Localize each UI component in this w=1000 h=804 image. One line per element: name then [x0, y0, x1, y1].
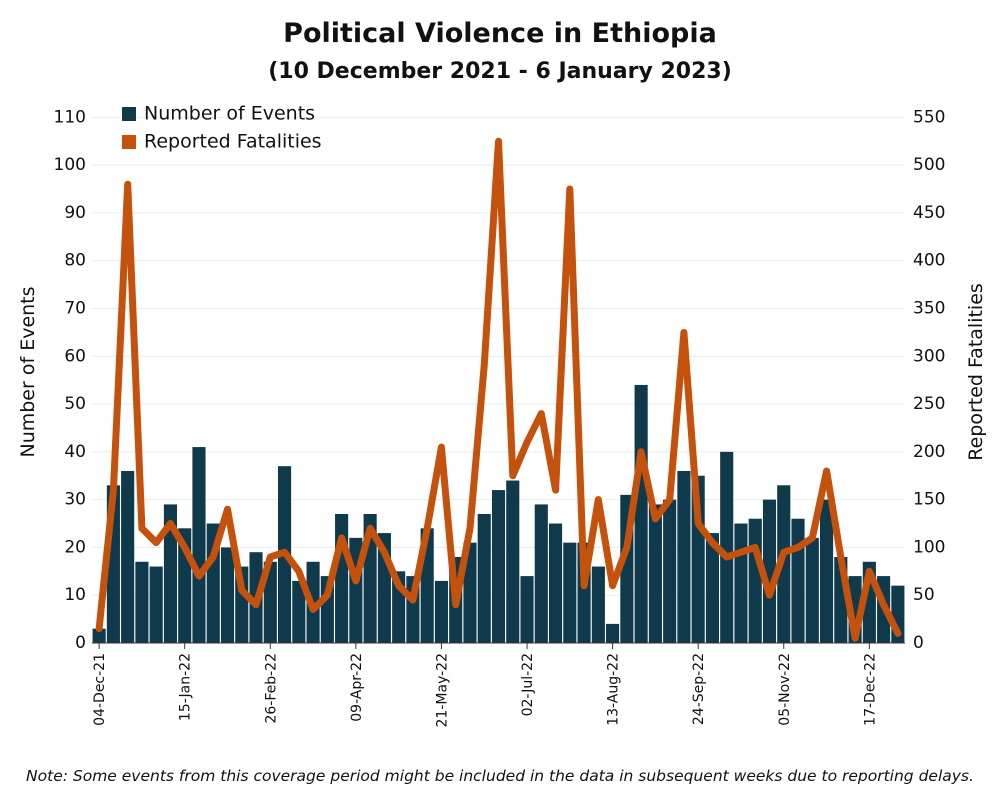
chart-subtitle: (10 December 2021 - 6 January 2023) — [268, 59, 732, 84]
bar — [491, 490, 506, 643]
y2-tick-label: 550 — [913, 107, 945, 127]
y2-tick-label: 250 — [913, 394, 945, 414]
bar — [192, 447, 206, 643]
bar — [92, 628, 106, 643]
bar — [563, 542, 577, 643]
legend-swatch — [122, 107, 136, 121]
bar — [534, 504, 548, 643]
bar — [292, 580, 306, 643]
legend-label: Number of Events — [144, 103, 315, 125]
y-tick-label: 100 — [54, 155, 86, 175]
y-tick-label: 10 — [64, 585, 86, 605]
x-tick-label: 17-Dec-22 — [862, 653, 878, 726]
bar — [663, 499, 677, 643]
y2-tick-label: 300 — [913, 346, 945, 366]
y2-tick-label: 100 — [913, 537, 945, 557]
bar — [163, 504, 178, 643]
bar — [634, 384, 648, 643]
note: Note: Some events from this coverage per… — [26, 767, 974, 785]
bar — [720, 451, 734, 643]
bar — [434, 580, 449, 643]
legend-label: Reported Fatalities — [144, 131, 322, 153]
y2-tick-label: 450 — [913, 203, 945, 223]
bar — [506, 480, 520, 643]
bar — [520, 576, 534, 643]
x-tick-label: 09-Apr-22 — [349, 653, 365, 722]
bar — [606, 623, 620, 643]
y2-tick-label: 0 — [913, 633, 924, 653]
bar — [149, 566, 163, 643]
y-tick-label: 0 — [75, 633, 86, 653]
y2-tick-label: 500 — [913, 155, 945, 175]
bar — [805, 537, 819, 643]
x-tick-label: 26-Feb-22 — [263, 653, 279, 724]
bar — [335, 513, 349, 643]
bar — [135, 561, 149, 643]
legend-swatch — [122, 135, 136, 149]
bar — [677, 470, 691, 643]
y2-tick-label: 350 — [913, 298, 945, 318]
chart-title: Political Violence in Ethiopia — [283, 18, 717, 49]
bar — [220, 547, 235, 643]
bar — [121, 470, 135, 643]
bar — [777, 485, 791, 643]
y-tick-label: 20 — [64, 537, 86, 557]
bar — [819, 499, 834, 643]
y2-tick-label: 50 — [913, 585, 935, 605]
bar — [705, 533, 720, 643]
y-tick-label: 60 — [64, 346, 86, 366]
y-tick-label: 80 — [64, 251, 86, 271]
bar — [734, 523, 748, 643]
y-tick-label: 90 — [64, 203, 86, 223]
bar — [762, 499, 777, 643]
line — [95, 137, 902, 642]
x-tick-label: 02-Jul-22 — [520, 653, 536, 716]
y-tick-label: 110 — [54, 107, 86, 127]
bar — [791, 518, 805, 643]
bar — [591, 566, 605, 643]
y2-tick-label: 400 — [913, 251, 945, 271]
y2-axis-label: Reported Fatalities — [965, 283, 987, 461]
y2-tick-label: 200 — [913, 442, 945, 462]
x-tick-label: 15-Jan-22 — [178, 653, 194, 721]
x-tick-label: 21-May-22 — [434, 653, 450, 727]
bar — [548, 523, 563, 643]
x-tick-label: 05-Nov-22 — [777, 653, 793, 726]
y-axis-label: Number of Events — [17, 286, 39, 457]
y-tick-label: 30 — [64, 490, 86, 510]
bar — [748, 518, 762, 643]
bar — [477, 513, 491, 643]
y-tick-label: 70 — [64, 298, 86, 318]
x-tick-label: 24-Sep-22 — [691, 653, 707, 725]
bar — [463, 542, 477, 643]
y-tick-label: 40 — [64, 442, 86, 462]
x-tick-label: 04-Dec-21 — [92, 653, 108, 726]
bar — [263, 561, 277, 643]
y2-tick-label: 150 — [913, 490, 945, 510]
bar — [648, 504, 662, 643]
y-tick-label: 50 — [64, 394, 86, 414]
x-tick-label: 13-Aug-22 — [606, 653, 622, 726]
